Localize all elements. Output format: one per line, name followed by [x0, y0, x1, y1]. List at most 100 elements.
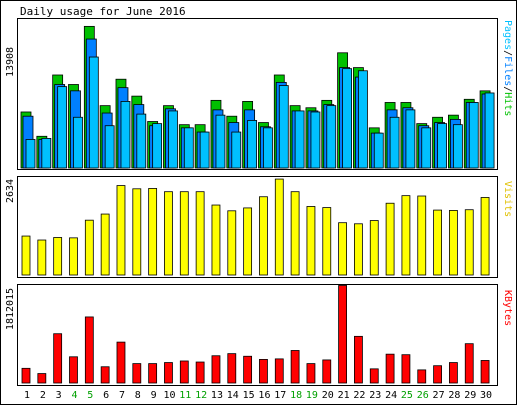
kbytes-bar-day-8	[132, 363, 142, 384]
kbytes-bar-day-2	[37, 373, 47, 384]
day-label-27: 27	[433, 390, 445, 401]
day-label-7: 7	[119, 390, 125, 401]
visits-bar-day-30	[480, 197, 490, 276]
day-label-12: 12	[195, 390, 207, 401]
visits-bar-day-3	[53, 237, 63, 276]
pages-bar-day-23	[373, 132, 384, 169]
pages-bar-day-16	[263, 127, 273, 169]
pages-bar-day-28	[453, 124, 463, 169]
day-label-26: 26	[417, 390, 429, 401]
visits-bar-day-21	[338, 222, 348, 276]
day-label-8: 8	[135, 390, 141, 401]
visits-bar-day-29	[464, 209, 474, 276]
visits-bar-day-1	[21, 235, 31, 276]
pages-bar-day-18	[294, 110, 305, 169]
visits-bar-day-26	[417, 195, 427, 276]
pages-bar-day-15	[247, 120, 258, 169]
ymax-label-hits: 13908	[5, 47, 16, 77]
visits-bar-day-17	[274, 178, 284, 276]
day-label-18: 18	[290, 390, 302, 401]
visits-bar-day-15	[243, 207, 253, 276]
kbytes-bar-day-16	[259, 359, 268, 384]
right-label-hits-panel: Pages/Files/Hits	[502, 20, 513, 116]
visits-bar-day-28	[449, 210, 458, 276]
visits-bar-day-20	[322, 207, 332, 276]
visits-bar-day-6	[100, 213, 110, 276]
pages-bar-day-17	[278, 85, 289, 169]
visits-bar-day-19	[306, 206, 316, 276]
kbytes-bar-day-22	[354, 335, 363, 384]
right-label-visits: Visits	[502, 181, 513, 217]
day-label-24: 24	[385, 390, 397, 401]
day-label-30: 30	[480, 390, 492, 401]
kbytes-bar-day-28	[449, 362, 458, 384]
pages-bar-day-8	[136, 113, 147, 169]
visits-bar-day-5	[84, 219, 94, 276]
kbytes-bar-day-6	[100, 366, 110, 384]
ymax-label-visits: 2634	[5, 179, 16, 203]
pages-bar-day-4	[73, 116, 83, 169]
visits-bar-day-11	[179, 191, 189, 276]
day-label-9: 9	[151, 390, 157, 401]
kbytes-bar-day-26	[417, 369, 427, 384]
pages-bar-day-7	[120, 101, 131, 169]
kbytes-bar-day-18	[290, 350, 300, 384]
day-label-20: 20	[322, 390, 334, 401]
kbytes-bar-day-12	[195, 361, 205, 384]
kbytes-bar-day-27	[433, 365, 442, 384]
day-label-25: 25	[401, 390, 413, 401]
day-label-1: 1	[24, 390, 30, 401]
day-label-17: 17	[274, 390, 286, 401]
kbytes-bar-day-1	[21, 367, 31, 384]
pages-bar-day-22	[358, 70, 368, 169]
pages-bar-day-26	[421, 127, 432, 169]
day-label-11: 11	[179, 390, 191, 401]
visits-bar-day-13	[211, 204, 221, 276]
visits-bar-day-2	[37, 239, 47, 276]
day-label-21: 21	[338, 390, 350, 401]
pages-bar-day-11	[183, 127, 194, 169]
right-label-kbytes: KBytes	[502, 290, 513, 326]
pages-bar-day-1	[25, 139, 36, 169]
legend-sep2: /	[502, 86, 513, 92]
visits-bar-day-24	[385, 202, 395, 276]
legend-pages: Pages	[502, 20, 513, 50]
visits-bar-day-14	[227, 210, 237, 276]
kbytes-bar-day-11	[179, 360, 189, 384]
pages-bar-day-13	[215, 114, 226, 169]
kbytes-bar-day-29	[464, 343, 474, 384]
kbytes-bar-day-15	[243, 355, 253, 384]
pages-bar-day-20	[326, 105, 337, 169]
pages-bar-day-2	[41, 138, 52, 169]
kbytes-bar-day-3	[53, 333, 63, 384]
day-label-5: 5	[87, 390, 93, 401]
day-label-15: 15	[243, 390, 255, 401]
day-label-6: 6	[103, 390, 109, 401]
pages-bar-day-12	[199, 131, 210, 169]
kbytes-bar-day-30	[480, 360, 490, 384]
visits-bar-day-8	[132, 188, 142, 276]
visits-bar-day-16	[259, 196, 268, 276]
day-label-19: 19	[306, 390, 318, 401]
kbytes-bar-day-24	[385, 353, 395, 384]
visits-bar-day-22	[354, 223, 363, 276]
day-label-22: 22	[353, 390, 365, 401]
chart-title: Daily usage for June 2016	[20, 5, 186, 18]
visits-bar-day-12	[195, 191, 205, 276]
day-label-2: 2	[40, 390, 46, 401]
pages-bar-day-19	[310, 111, 321, 169]
kbytes-bar-day-25	[401, 354, 411, 384]
kbytes-bar-day-4	[69, 356, 78, 384]
kbytes-bar-day-14	[227, 353, 237, 384]
kbytes-bar-day-10	[164, 362, 173, 384]
pages-bar-day-24	[389, 116, 400, 169]
day-label-29: 29	[464, 390, 476, 401]
kbytes-panel-bars	[21, 285, 490, 384]
ymax-label-kbytes: 1812015	[5, 288, 16, 330]
kbytes-bar-day-13	[211, 355, 221, 384]
visits-bar-day-25	[401, 195, 411, 276]
kbytes-bar-day-21	[338, 285, 348, 384]
day-label-23: 23	[369, 390, 381, 401]
visits-panel-bars	[21, 178, 490, 276]
hits-panel-bars	[20, 25, 495, 169]
